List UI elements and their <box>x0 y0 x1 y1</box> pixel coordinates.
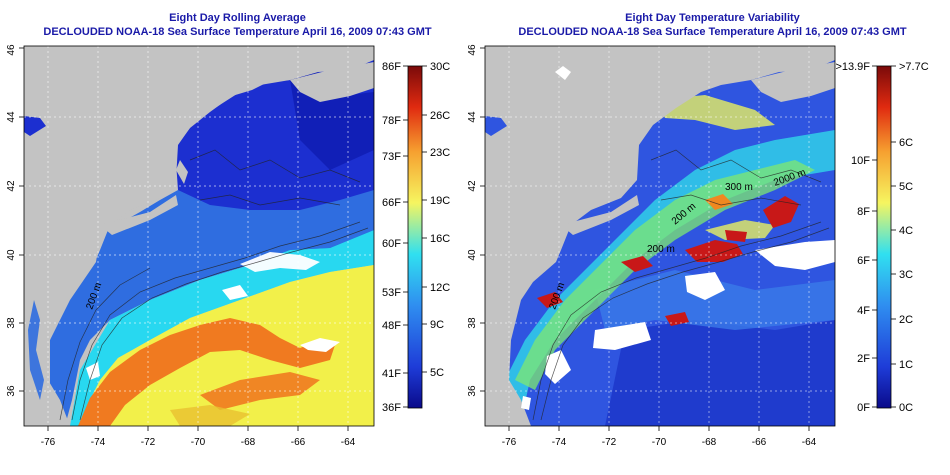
colorbar-c-label: 0C <box>899 402 913 414</box>
x-tick-label: -68 <box>241 437 256 448</box>
shelf-water <box>50 190 374 426</box>
colorbar-c-label: 23C <box>430 147 450 159</box>
colorbar-c-label: 30C <box>430 61 450 73</box>
colorbar-f-label: 10F <box>851 155 870 167</box>
sst-average-panel: Eight Day Rolling Average DECLOUDED NOAA… <box>6 12 450 448</box>
bathymetry-contours <box>59 149 369 421</box>
x-axis-ticks: -76 -74 -72 -70 -68 -66 -64 <box>502 426 817 448</box>
colorbar-f-label: 36F <box>382 402 401 414</box>
variability-colorbar: >13.9F 10F 8F 6F 4F 2F 0F >7.7C 6C 5C 4C… <box>835 61 928 414</box>
x-tick-label: -66 <box>291 437 306 448</box>
colorbar-c-label: >7.7C <box>899 61 929 73</box>
x-tick-label: -68 <box>702 437 717 448</box>
y-tick-label: 36 <box>467 385 478 397</box>
colorbar-f-label: 4F <box>857 305 870 317</box>
temperature-colorbar: 86F 78F 73F 66F 60F 53F 48F 41F 36F 30C … <box>382 61 450 414</box>
colorbar-c-label: 16C <box>430 233 450 245</box>
x-axis-ticks: -76 -74 -72 -70 -68 -66 -64 <box>41 426 356 448</box>
colorbar-f-label: 78F <box>382 115 401 127</box>
y-tick-label: 44 <box>467 111 478 123</box>
y-tick-label: 44 <box>6 111 17 123</box>
x-tick-label: -72 <box>141 437 156 448</box>
colorbar-f-label: 73F <box>382 151 401 163</box>
y-tick-label: 38 <box>6 317 17 329</box>
y-tick-label: 38 <box>467 317 478 329</box>
panel-title: Eight Day Rolling Average <box>169 12 306 24</box>
sst-variability-map: 200 m 300 m 2000 m 200 m 200 m -76 -74 -… <box>467 44 929 448</box>
colorbar-c-label: 2C <box>899 314 913 326</box>
colorbar-f-label: 0F <box>857 402 870 414</box>
y-axis-ticks: 36 38 40 42 44 46 <box>6 44 24 397</box>
bathymetry-contours <box>532 149 830 421</box>
colorbar-c-label: 6C <box>899 137 913 149</box>
colorbar-f-label: 41F <box>382 368 401 380</box>
panel-subtitle: DECLOUDED NOAA-18 Sea Surface Temperatur… <box>43 26 432 38</box>
x-tick-label: -70 <box>191 437 206 448</box>
colorbar-f-label: >13.9F <box>835 61 870 73</box>
shelf-break-water <box>70 230 374 426</box>
x-tick-label: -76 <box>41 437 56 448</box>
y-tick-label: 40 <box>6 249 17 261</box>
colorbar-c-label: 5C <box>430 367 444 379</box>
x-tick-label: -66 <box>752 437 767 448</box>
y-tick-label: 46 <box>467 44 478 56</box>
colorbar-c-label: 26C <box>430 110 450 122</box>
y-tick-label: 46 <box>6 44 17 56</box>
y-axis-ticks: 36 38 40 42 44 46 <box>467 44 485 397</box>
x-tick-label: -72 <box>602 437 617 448</box>
colorbar-f-label: 2F <box>857 353 870 365</box>
y-tick-label: 40 <box>467 249 478 261</box>
y-tick-label: 42 <box>6 180 17 192</box>
contour-label: 200 m <box>647 244 675 255</box>
colorbar-f-label: 60F <box>382 238 401 250</box>
colorbar-f-label: 8F <box>857 206 870 218</box>
colorbar-c-label: 3C <box>899 269 913 281</box>
sst-average-map: 200 m -76 -74 -72 -70 -68 -66 -64 <box>6 44 450 448</box>
contour-label: 300 m <box>725 182 753 193</box>
x-tick-label: -74 <box>552 437 567 448</box>
colorbar-f-label: 48F <box>382 320 401 332</box>
x-tick-label: -64 <box>341 437 356 448</box>
x-tick-label: -70 <box>652 437 667 448</box>
colorbar-c-label: 19C <box>430 195 450 207</box>
colorbar-f-label: 66F <box>382 197 401 209</box>
colorbar-c-label: 5C <box>899 181 913 193</box>
colorbar-c-label: 9C <box>430 319 444 331</box>
y-tick-label: 42 <box>467 180 478 192</box>
x-tick-label: -74 <box>91 437 106 448</box>
x-tick-label: -76 <box>502 437 517 448</box>
y-tick-label: 36 <box>6 385 17 397</box>
panel-subtitle: DECLOUDED NOAA-18 Sea Surface Temperatur… <box>518 26 907 38</box>
colorbar-c-label: 12C <box>430 282 450 294</box>
colorbar-c-label: 1C <box>899 359 913 371</box>
sst-variability-panel: Eight Day Temperature Variability DECLOU… <box>467 0 950 475</box>
panel-title: Eight Day Temperature Variability <box>625 12 800 24</box>
colorbar-f-label: 86F <box>382 61 401 73</box>
colorbar-c-label: 4C <box>899 225 913 237</box>
warm-core <box>78 318 335 426</box>
x-tick-label: -64 <box>802 437 817 448</box>
colorbar-f-label: 53F <box>382 287 401 299</box>
colorbar-f-label: 6F <box>857 255 870 267</box>
